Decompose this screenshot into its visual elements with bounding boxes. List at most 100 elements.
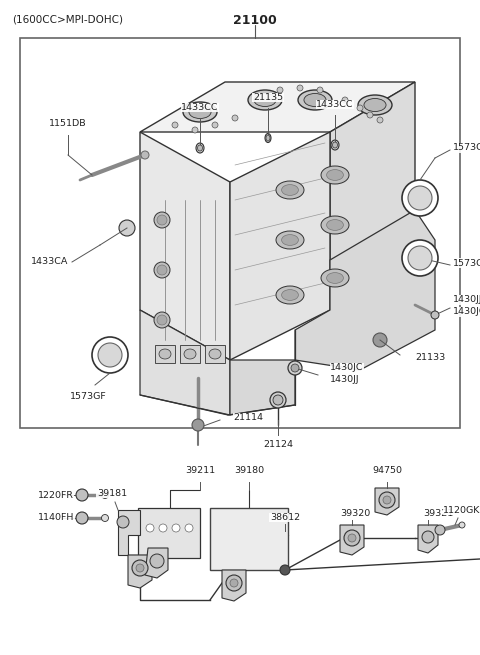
Bar xyxy=(205,345,225,363)
Circle shape xyxy=(172,524,180,532)
Ellipse shape xyxy=(304,94,326,107)
Polygon shape xyxy=(140,310,230,415)
Polygon shape xyxy=(330,82,415,310)
Text: 21133: 21133 xyxy=(415,352,445,362)
Polygon shape xyxy=(145,548,168,578)
Circle shape xyxy=(342,97,348,103)
Circle shape xyxy=(435,525,445,535)
Circle shape xyxy=(367,112,373,118)
Circle shape xyxy=(185,524,193,532)
Ellipse shape xyxy=(326,219,343,231)
Circle shape xyxy=(192,127,198,133)
Text: 39211: 39211 xyxy=(185,466,215,475)
Text: 39180: 39180 xyxy=(234,466,264,475)
Circle shape xyxy=(377,117,383,123)
Circle shape xyxy=(232,115,238,121)
Polygon shape xyxy=(418,525,438,553)
Ellipse shape xyxy=(183,102,217,122)
Ellipse shape xyxy=(326,272,343,284)
Text: 21100: 21100 xyxy=(233,14,277,27)
Polygon shape xyxy=(230,132,330,360)
Circle shape xyxy=(408,246,432,270)
Ellipse shape xyxy=(154,212,170,228)
Ellipse shape xyxy=(326,170,343,180)
Text: 1430JJ: 1430JJ xyxy=(453,295,480,305)
Ellipse shape xyxy=(157,265,167,275)
Ellipse shape xyxy=(321,216,349,234)
Ellipse shape xyxy=(154,262,170,278)
Circle shape xyxy=(98,343,122,367)
Polygon shape xyxy=(140,82,415,132)
Ellipse shape xyxy=(321,166,349,184)
Ellipse shape xyxy=(333,142,337,148)
Circle shape xyxy=(132,560,148,576)
Text: 38612: 38612 xyxy=(270,513,300,522)
Ellipse shape xyxy=(282,185,299,195)
Circle shape xyxy=(101,491,108,498)
Ellipse shape xyxy=(276,286,304,304)
Circle shape xyxy=(101,514,108,521)
Ellipse shape xyxy=(298,90,332,110)
Circle shape xyxy=(172,122,178,128)
Circle shape xyxy=(192,419,204,431)
Circle shape xyxy=(277,87,283,93)
Ellipse shape xyxy=(331,140,339,150)
Ellipse shape xyxy=(184,349,196,359)
Circle shape xyxy=(146,524,154,532)
Circle shape xyxy=(76,489,88,501)
Text: 1573GF: 1573GF xyxy=(453,143,480,153)
Circle shape xyxy=(119,220,135,236)
Bar xyxy=(155,345,175,363)
Text: 1151DB: 1151DB xyxy=(49,119,87,128)
Circle shape xyxy=(212,122,218,128)
Circle shape xyxy=(431,311,439,319)
Circle shape xyxy=(373,333,387,347)
Text: 39320: 39320 xyxy=(340,509,370,518)
Text: 21135: 21135 xyxy=(253,93,283,102)
Circle shape xyxy=(357,105,363,111)
Polygon shape xyxy=(375,488,399,515)
Ellipse shape xyxy=(364,98,386,111)
Circle shape xyxy=(270,392,286,408)
Text: 1120GK: 1120GK xyxy=(444,506,480,515)
Circle shape xyxy=(273,395,283,405)
Ellipse shape xyxy=(209,349,221,359)
Circle shape xyxy=(226,575,242,591)
Circle shape xyxy=(150,554,164,568)
Ellipse shape xyxy=(157,215,167,225)
Text: 1430JC: 1430JC xyxy=(330,364,363,373)
Polygon shape xyxy=(340,525,364,555)
Bar xyxy=(138,508,200,558)
Bar xyxy=(180,345,200,363)
Ellipse shape xyxy=(282,290,299,301)
Text: 1573GF: 1573GF xyxy=(453,259,480,267)
Ellipse shape xyxy=(282,234,299,246)
Circle shape xyxy=(348,534,356,542)
Text: 39321: 39321 xyxy=(423,509,453,518)
Polygon shape xyxy=(118,510,140,555)
Ellipse shape xyxy=(254,94,276,107)
Text: 21114: 21114 xyxy=(233,413,263,422)
Text: 1430JJ: 1430JJ xyxy=(330,375,360,384)
Ellipse shape xyxy=(189,105,211,119)
Circle shape xyxy=(136,564,144,572)
Polygon shape xyxy=(295,210,435,370)
Circle shape xyxy=(230,579,238,587)
Polygon shape xyxy=(128,555,152,588)
Ellipse shape xyxy=(265,134,271,143)
Circle shape xyxy=(291,364,299,372)
Text: 1220FR: 1220FR xyxy=(38,491,74,500)
Circle shape xyxy=(288,361,302,375)
Ellipse shape xyxy=(196,143,204,153)
Circle shape xyxy=(280,565,290,575)
Circle shape xyxy=(317,87,323,93)
Ellipse shape xyxy=(154,312,170,328)
Text: 94750: 94750 xyxy=(372,466,402,475)
Polygon shape xyxy=(140,132,230,360)
Text: 1433CC: 1433CC xyxy=(181,103,219,112)
Circle shape xyxy=(408,186,432,210)
Ellipse shape xyxy=(266,135,270,141)
Text: 1433CA: 1433CA xyxy=(31,257,68,267)
Polygon shape xyxy=(222,570,246,601)
Ellipse shape xyxy=(157,315,167,325)
